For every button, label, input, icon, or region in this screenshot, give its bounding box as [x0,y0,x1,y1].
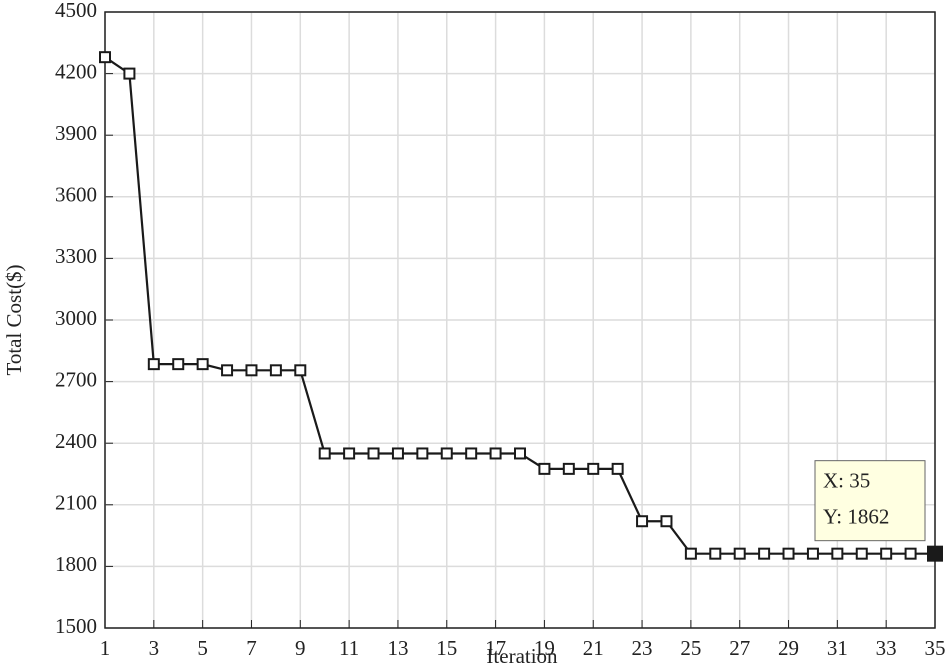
x-tick-label: 35 [925,636,946,660]
data-marker [416,447,429,460]
data-marker [562,462,575,475]
x-tick-label: 11 [339,636,359,660]
datatip-text: Y: 1862 [823,504,889,528]
data-marker [343,447,356,460]
data-marker [538,462,551,475]
data-marker [99,51,111,64]
y-tick-label: 3900 [55,121,97,145]
x-tick-label: 29 [778,636,799,660]
y-tick-label: 1500 [55,614,97,638]
data-marker [927,545,943,562]
data-marker [831,547,844,560]
y-tick-label: 2100 [55,491,97,515]
data-marker [196,358,209,371]
data-marker [172,358,185,371]
data-marker [587,462,600,475]
datatip-text: X: 35 [823,468,870,492]
x-tick-label: 7 [246,636,257,660]
data-marker [123,67,136,80]
y-tick-label: 2700 [55,367,97,391]
y-tick-label: 3300 [55,244,97,268]
data-marker [733,547,746,560]
data-marker [880,547,893,560]
x-tick-label: 15 [436,636,457,660]
y-tick-label: 3600 [55,183,97,207]
data-marker [758,547,771,560]
data-marker [269,364,282,377]
data-marker [782,547,795,560]
plot-frame [104,11,936,629]
data-marker [514,447,526,460]
x-tick-label: 13 [387,636,408,660]
data-marker [245,364,258,377]
data-marker [391,447,404,460]
data-marker [489,447,502,460]
data-marker [684,547,697,560]
data-marker [611,462,624,475]
y-tick-label: 4500 [55,0,97,22]
data-marker [221,364,234,377]
x-tick-label: 9 [295,636,306,660]
x-tick-label: 27 [729,636,750,660]
y-tick-label: 2400 [55,429,97,453]
data-marker [367,447,380,460]
data-marker [147,358,160,371]
x-tick-label: 23 [632,636,653,660]
y-axis-label: Total Cost($) [2,264,26,375]
data-marker [636,515,649,528]
datatip-box [814,460,926,542]
y-tick-label: 1800 [55,552,97,576]
x-tick-label: 33 [876,636,897,660]
data-marker [465,447,478,460]
data-line [104,56,935,555]
data-marker [318,447,331,460]
data-marker [294,364,307,377]
x-axis-label: Iteration [486,644,558,667]
x-tick-label: 17 [485,636,506,660]
x-tick-label: 31 [827,636,848,660]
data-marker [709,547,722,560]
data-marker [440,447,453,460]
y-tick-label: 3000 [55,306,97,330]
x-tick-label: 25 [680,636,701,660]
x-tick-label: 21 [583,636,604,660]
x-tick-label: 5 [197,636,208,660]
x-tick-label: 3 [149,636,160,660]
data-marker [904,547,917,560]
data-marker [806,547,819,560]
data-marker [660,515,673,528]
data-marker [855,547,868,560]
x-tick-label: 1 [100,636,111,660]
x-tick-label: 19 [534,636,555,660]
y-tick-label: 4200 [55,59,97,83]
